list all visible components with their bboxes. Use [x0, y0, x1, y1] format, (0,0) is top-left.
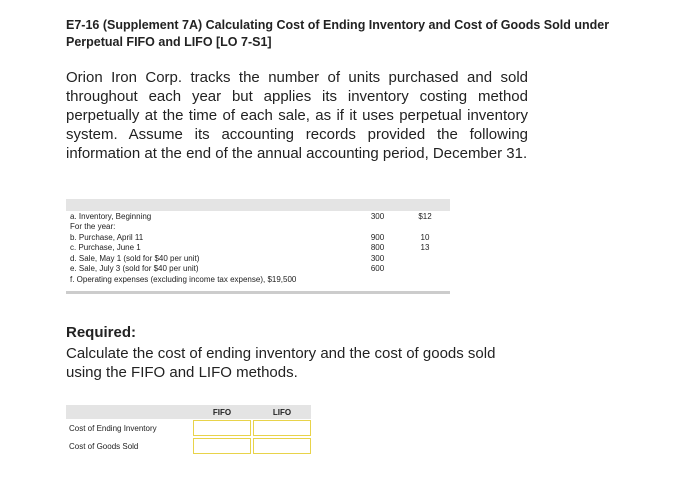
required-text: Calculate the cost of ending inventory a…: [66, 345, 496, 381]
data-table: a. Inventory, Beginning 300 $12 For the yea…: [66, 199, 450, 294]
title: E7-16 (Supplement 7A) Calculating Cost o…: [66, 18, 610, 49]
answer-input[interactable]: [253, 438, 311, 454]
table-cell: d. Sale, May 1 (sold for $40 per unit): [70, 253, 200, 263]
answer-input[interactable]: [193, 420, 251, 436]
column-header: LIFO: [272, 407, 292, 417]
answer-header: FIFO LIFO: [66, 405, 311, 419]
table-cell: 800: [370, 243, 385, 253]
table-cell: 600: [370, 264, 385, 274]
table-row: For the year:: [66, 222, 450, 233]
table-cell: 300: [370, 211, 385, 221]
answer-row: Cost of Ending Inventory: [66, 419, 311, 437]
table-row: d. Sale, May 1 (sold for $40 per unit) 30…: [66, 253, 450, 264]
table-cell: 13: [420, 243, 430, 253]
required-heading: Required:: [66, 324, 137, 341]
intro-text: Orion Iron Corp. tracks the number of un…: [66, 69, 528, 162]
table-cell: 10: [420, 232, 430, 242]
table-cell: f. Operating expenses (excluding income …: [70, 274, 297, 284]
table-cell: $12: [418, 211, 432, 221]
table-row: a. Inventory, Beginning 300 $12: [66, 211, 450, 222]
table-cell: 900: [370, 232, 385, 242]
table-row: e. Sale, July 3 (sold for $40 per unit) 6…: [66, 264, 450, 275]
table-cell: c. Purchase, June 1: [70, 243, 141, 253]
table-row: f. Operating expenses (excluding income …: [66, 274, 450, 285]
row-label: Cost of Goods Sold: [69, 441, 139, 451]
table-cell: b. Purchase, April 11: [70, 232, 144, 242]
answer-row: Cost of Goods Sold: [66, 437, 311, 455]
table-cell: a. Inventory, Beginning: [70, 211, 152, 221]
table-cell: For the year:: [70, 222, 116, 232]
column-header: FIFO: [212, 407, 232, 417]
table-header: [66, 199, 450, 211]
row-label: Cost of Ending Inventory: [69, 423, 157, 433]
answer-input[interactable]: [253, 420, 311, 436]
table-row: b. Purchase, April 11 900 10: [66, 232, 450, 243]
table-cell: e. Sale, July 3 (sold for $40 per unit): [70, 264, 199, 274]
table-row: c. Purchase, June 1 800 13: [66, 243, 450, 254]
answer-input[interactable]: [193, 438, 251, 454]
answer-table: FIFO LIFO Cost of Ending Inventory Cost of …: [66, 405, 311, 455]
table-cell: 300: [370, 253, 385, 263]
